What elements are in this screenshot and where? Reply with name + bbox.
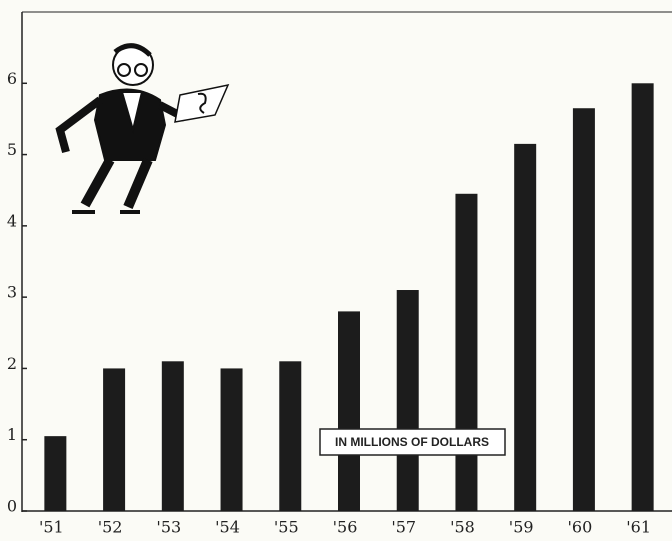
chart: IN MILLIONS OF DOLLARS 0 1 2 3 4 5 6 '51 '52 '53 '… [0, 0, 672, 541]
x-tick-label: '60 [568, 518, 593, 537]
background [0, 0, 672, 541]
y-tick-label: 1 [7, 425, 17, 444]
bar [338, 311, 360, 511]
x-tick-label: '59 [509, 518, 534, 537]
y-tick-label: 5 [7, 140, 17, 159]
y-tick-label: 6 [7, 69, 17, 88]
bar [632, 83, 654, 511]
x-tick-label: '61 [626, 518, 651, 537]
x-tick-label: '57 [391, 518, 416, 537]
annotation: IN MILLIONS OF DOLLARS [335, 435, 489, 449]
bar [573, 108, 595, 511]
y-tick-label: 3 [7, 283, 17, 302]
bar [44, 436, 66, 511]
bar [455, 194, 477, 511]
bar [279, 361, 301, 511]
y-tick-label: 4 [7, 211, 17, 230]
x-tick-label: '52 [98, 518, 123, 537]
y-tick-label: 2 [7, 354, 17, 373]
bar [397, 290, 419, 511]
x-tick-label: '51 [39, 518, 64, 537]
bar [221, 368, 243, 511]
bar [103, 368, 125, 511]
x-tick-label: '55 [274, 518, 299, 537]
y-tick-label: 0 [7, 497, 17, 516]
bar [162, 361, 184, 511]
bar [514, 144, 536, 511]
x-tick-label: '53 [156, 518, 181, 537]
x-tick-label: '54 [215, 518, 240, 537]
x-tick-label: '56 [333, 518, 358, 537]
x-tick-label: '58 [450, 518, 475, 537]
